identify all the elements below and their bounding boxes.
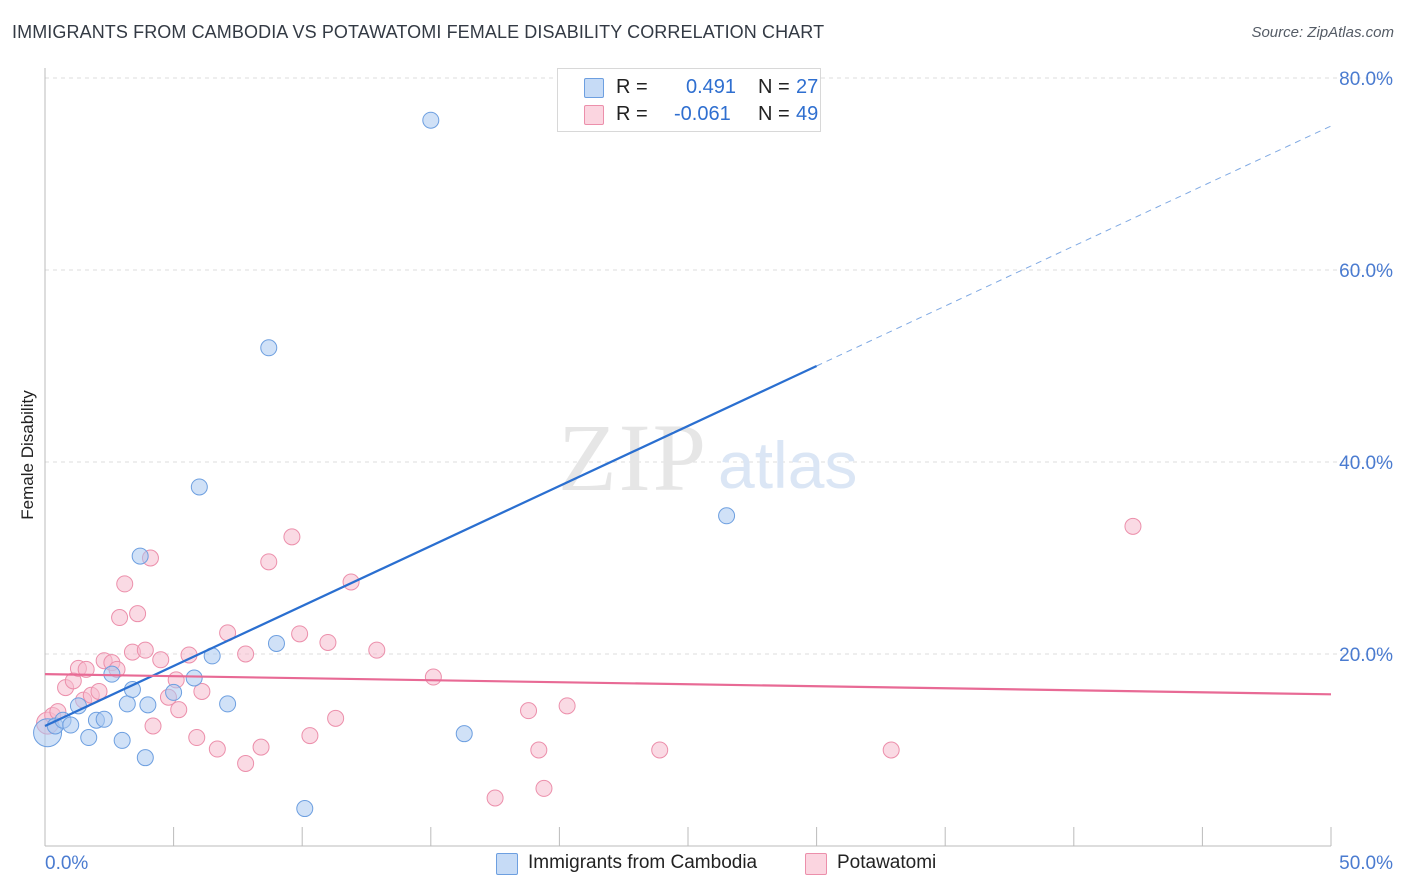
- potawatomi-point: [193, 682, 211, 700]
- x-tick-label: 50.0%: [1339, 853, 1393, 874]
- cambodia-point: [455, 725, 473, 743]
- watermark: ZIP atlas: [558, 404, 857, 511]
- axes: [44, 68, 1332, 847]
- cambodia-point: [260, 339, 278, 357]
- cambodia-point: [139, 696, 157, 714]
- cambodia-point: [123, 681, 141, 699]
- x-tick-label: 0.0%: [45, 853, 88, 874]
- source-label: Source: ZipAtlas.com: [1251, 24, 1394, 41]
- potawatomi-point: [144, 717, 162, 735]
- cambodia-points: [33, 111, 736, 818]
- y-tick-label: 60.0%: [1339, 261, 1393, 282]
- cambodia-point: [219, 695, 237, 713]
- potawatomi-point: [424, 668, 442, 686]
- stats-r-label: R =: [616, 76, 648, 98]
- cambodia-trend-extension: [816, 125, 1332, 367]
- cambodia-point: [136, 749, 154, 767]
- stats-swatch-potawatomi: [584, 105, 604, 125]
- cambodia-point: [118, 695, 136, 713]
- potawatomi-point: [520, 702, 538, 720]
- cambodia-point: [185, 669, 203, 687]
- potawatomi-point: [208, 740, 226, 758]
- potawatomi-point: [535, 779, 553, 797]
- potawatomi-point: [237, 645, 255, 663]
- potawatomi-point: [1124, 517, 1142, 535]
- gridlines: [45, 77, 1392, 655]
- tick-labels: 20.0% 40.0% 60.0% 80.0% 0.0% 50.0%: [45, 69, 1393, 874]
- stats-r-value: 0.491: [686, 76, 737, 98]
- potawatomi-point: [530, 741, 548, 759]
- stats-r-label: R =: [616, 103, 648, 125]
- cambodia-point: [95, 710, 113, 728]
- chart-title: IMMIGRANTS FROM CAMBODIA VS POTAWATOMI F…: [12, 22, 825, 42]
- cambodia-point: [165, 683, 183, 701]
- stats-n-value: 27: [796, 76, 819, 98]
- potawatomi-point: [116, 575, 134, 593]
- y-tick-label: 20.0%: [1339, 645, 1393, 666]
- legend-swatch-cambodia: [496, 853, 518, 875]
- cambodia-point: [80, 729, 98, 747]
- potawatomi-point: [129, 605, 147, 623]
- potawatomi-point: [283, 528, 301, 546]
- cambodia-point: [267, 634, 285, 652]
- trend-lines: [44, 125, 1332, 727]
- potawatomi-point: [170, 701, 188, 719]
- potawatomi-point: [136, 641, 154, 659]
- potawatomi-point: [77, 660, 95, 678]
- stats-n-label: N =: [758, 76, 790, 98]
- legend-label-potawatomi: Potawatomi: [837, 852, 937, 873]
- potawatomi-trend-line: [44, 673, 1332, 696]
- stats-n-value: 49: [796, 103, 819, 125]
- cambodia-point: [131, 547, 149, 565]
- potawatomi-points: [36, 517, 1142, 807]
- cambodia-point: [422, 111, 440, 129]
- watermark-atlas: atlas: [718, 428, 857, 502]
- potawatomi-point: [651, 741, 669, 759]
- potawatomi-point: [111, 609, 129, 627]
- potawatomi-point: [90, 682, 108, 700]
- y-axis-label: Female Disability: [18, 390, 37, 520]
- potawatomi-point: [486, 789, 504, 807]
- legend-label-cambodia: Immigrants from Cambodia: [528, 852, 758, 873]
- potawatomi-point: [237, 754, 255, 772]
- potawatomi-point: [327, 709, 345, 727]
- cambodia-trend-line: [44, 365, 818, 727]
- cambodia-point: [296, 800, 314, 818]
- y-tick-label: 80.0%: [1339, 69, 1393, 90]
- y-tick-label: 40.0%: [1339, 453, 1393, 474]
- potawatomi-point: [368, 641, 386, 659]
- legend-swatch-potawatomi: [805, 853, 827, 875]
- cambodia-point: [62, 716, 80, 734]
- stats-n-label: N =: [758, 103, 790, 125]
- potawatomi-point: [558, 697, 576, 715]
- cambodia-point: [190, 478, 208, 496]
- stats-swatch-cambodia: [584, 78, 604, 98]
- potawatomi-point: [291, 625, 309, 643]
- potawatomi-point: [260, 553, 278, 571]
- potawatomi-point: [188, 729, 206, 747]
- stats-r-value: -0.061: [674, 103, 731, 125]
- potawatomi-point: [301, 727, 319, 745]
- cambodia-point: [113, 731, 131, 749]
- potawatomi-point: [882, 741, 900, 759]
- potawatomi-point: [152, 651, 170, 669]
- stats-box: R = 0.491 N = 27 R = -0.061 N = 49: [557, 68, 821, 132]
- potawatomi-point: [319, 633, 337, 651]
- potawatomi-point: [252, 738, 270, 756]
- watermark-zip: ZIP: [558, 404, 708, 511]
- cambodia-point: [718, 507, 736, 525]
